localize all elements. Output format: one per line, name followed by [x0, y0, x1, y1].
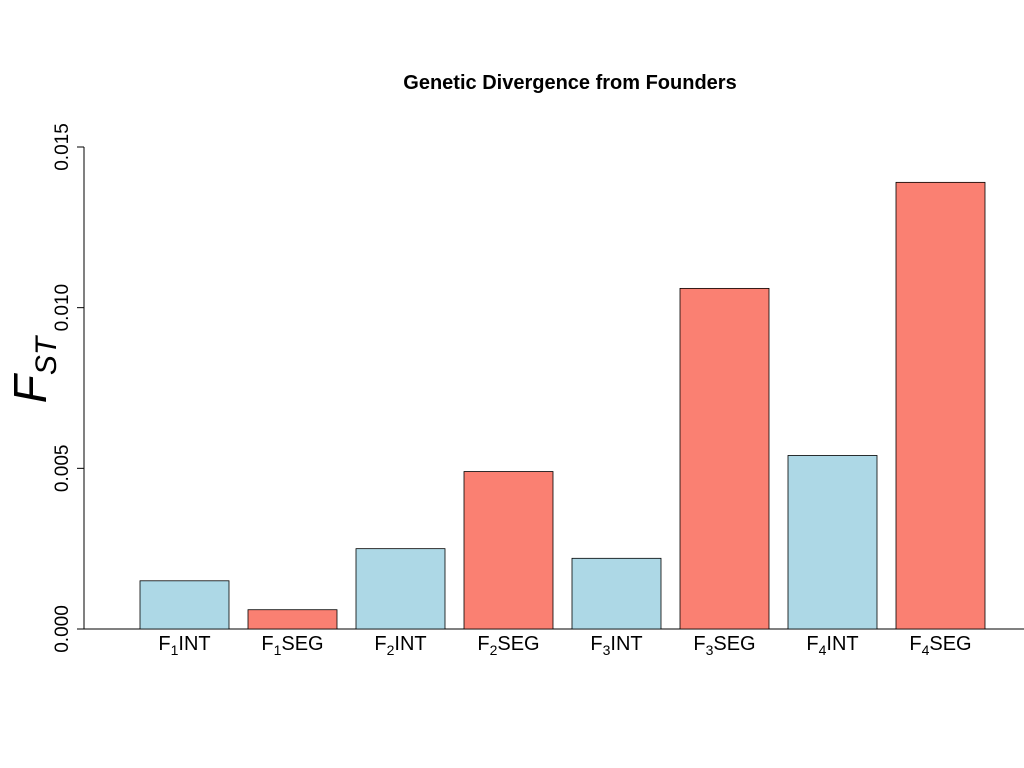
y-axis-label-sub: ST	[30, 334, 63, 375]
x-tick-label-main: F	[261, 633, 273, 655]
x-tick-label: F3INT	[590, 633, 642, 658]
x-tick-label-sub: 3	[706, 642, 714, 658]
bar	[463, 471, 554, 630]
x-tick-label-sub: 1	[274, 642, 282, 658]
x-tick-label-main: F	[693, 633, 705, 655]
chart-title: Genetic Divergence from Founders	[403, 72, 736, 94]
x-tick-label-main: F	[590, 633, 602, 655]
bar	[895, 181, 986, 630]
y-axis-label: FST	[4, 334, 63, 403]
x-tick-label-sub: 2	[387, 642, 395, 658]
bar	[139, 580, 230, 630]
y-tick-label: 0.000	[52, 605, 73, 653]
x-tick-label-sub: 2	[490, 642, 498, 658]
x-tick-label-suffix: INT	[394, 633, 426, 655]
x-tick-label: F4INT	[806, 633, 858, 658]
x-tick-label-suffix: SEG	[929, 633, 971, 655]
x-tick-label-suffix: SEG	[497, 633, 539, 655]
x-tick-label-main: F	[158, 633, 170, 655]
x-tick-label-main: F	[477, 633, 489, 655]
x-tick-label: F2SEG	[477, 633, 539, 658]
x-tick-label-main: F	[374, 633, 386, 655]
x-tick-label-suffix: INT	[178, 633, 210, 655]
x-tick-label-suffix: SEG	[281, 633, 323, 655]
category-labels: F1INT F1SEG F2INT F2SEG F3INT F3SEG F4INT F4SEG	[158, 633, 971, 658]
x-tick-label-sub: 1	[171, 642, 179, 658]
y-tick-label: 0.015	[52, 123, 73, 171]
x-tick-label-suffix: INT	[610, 633, 642, 655]
x-tick-label-sub: 3	[603, 642, 611, 658]
y-tick-label: 0.010	[52, 284, 73, 332]
bar	[355, 548, 446, 630]
x-tick-label-sub: 4	[922, 642, 930, 658]
y-axis-label-main: F	[4, 372, 56, 403]
bars-group	[139, 181, 986, 630]
bar	[571, 557, 662, 630]
y-axis: 0.000 0.005 0.010 0.015	[52, 123, 85, 653]
x-tick-label-suffix: INT	[826, 633, 858, 655]
bar	[247, 609, 338, 630]
bar	[679, 287, 770, 630]
x-tick-label-main: F	[909, 633, 921, 655]
x-tick-label: F1INT	[158, 633, 210, 658]
x-tick-label-sub: 4	[819, 642, 827, 658]
x-tick-label: F4SEG	[909, 633, 971, 658]
x-tick-label: F3SEG	[693, 633, 755, 658]
x-tick-label-main: F	[806, 633, 818, 655]
x-tick-label: F1SEG	[261, 633, 323, 658]
x-tick-label-suffix: SEG	[713, 633, 755, 655]
x-tick-label: F2INT	[374, 633, 426, 658]
bar	[787, 455, 878, 630]
y-tick-label: 0.005	[52, 445, 73, 493]
